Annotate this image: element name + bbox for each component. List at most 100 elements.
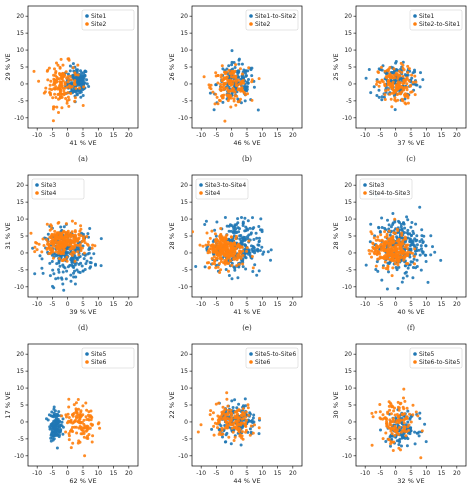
scatter-point bbox=[232, 439, 236, 442]
scatter-point bbox=[406, 77, 409, 81]
scatter-point bbox=[228, 422, 232, 425]
scatter-point bbox=[244, 225, 248, 229]
scatter-point bbox=[236, 217, 240, 221]
scatter-point bbox=[55, 414, 59, 418]
y-tick-label: -10 bbox=[342, 284, 352, 291]
y-tick-label: -5 bbox=[346, 267, 352, 274]
scatter-point bbox=[370, 232, 374, 236]
scatter-point bbox=[58, 264, 62, 268]
scatter-point bbox=[218, 418, 222, 422]
scatter-point bbox=[230, 263, 234, 267]
scatter-point bbox=[403, 92, 407, 96]
scatter-point bbox=[380, 68, 384, 72]
scatter-point bbox=[73, 425, 77, 429]
scatter-point bbox=[224, 241, 228, 245]
scatter-point bbox=[408, 412, 412, 416]
scatter-point bbox=[67, 104, 71, 108]
scatter-point bbox=[237, 262, 241, 266]
scatter-point bbox=[203, 265, 207, 269]
scatter-point bbox=[211, 240, 215, 243]
scatter-point bbox=[231, 86, 235, 90]
scatter-point bbox=[61, 235, 65, 239]
scatter-point bbox=[62, 257, 66, 261]
scatter-point bbox=[234, 237, 238, 241]
scatter-point bbox=[54, 425, 58, 429]
scatter-point bbox=[245, 249, 249, 253]
scatter-point bbox=[239, 250, 243, 254]
scatter-point bbox=[415, 243, 419, 247]
scatter-point bbox=[61, 79, 65, 83]
scatter-point bbox=[83, 241, 87, 245]
x-axis-label: 44 % VE bbox=[233, 477, 260, 485]
scatter-point bbox=[390, 405, 394, 409]
scatter-point bbox=[226, 408, 230, 412]
scatter-point bbox=[410, 73, 414, 77]
scatter-point bbox=[230, 417, 234, 420]
scatter-point bbox=[402, 221, 406, 225]
legend-label: Site3-to-Site4 bbox=[205, 182, 246, 189]
scatter-point bbox=[67, 58, 71, 62]
scatter-point bbox=[389, 82, 393, 86]
scatter-point bbox=[71, 441, 75, 445]
scatter-point bbox=[231, 89, 235, 93]
scatter-point bbox=[399, 91, 403, 95]
scatter-point bbox=[226, 404, 230, 408]
scatter-point bbox=[49, 439, 53, 443]
y-tick-label: 10 bbox=[344, 47, 352, 54]
x-tick-label: -10 bbox=[360, 470, 370, 477]
scatter-point bbox=[386, 88, 390, 92]
scatter-point bbox=[394, 416, 398, 420]
scatter-point bbox=[221, 67, 225, 71]
scatter-point bbox=[226, 99, 230, 103]
scatter-point bbox=[237, 62, 241, 66]
scatter-point bbox=[60, 77, 64, 80]
scatter-point bbox=[76, 63, 80, 67]
x-tick-label: 5 bbox=[245, 132, 249, 139]
scatter-point bbox=[245, 80, 249, 84]
scatter-point bbox=[77, 253, 81, 257]
scatter-point bbox=[46, 68, 50, 72]
scatter-point bbox=[256, 108, 260, 112]
y-tick-label: 10 bbox=[344, 385, 352, 392]
y-tick-label: 10 bbox=[16, 385, 24, 392]
scatter-point bbox=[385, 421, 389, 425]
scatter-point bbox=[397, 69, 401, 73]
scatter-point bbox=[424, 440, 428, 444]
scatter-point bbox=[216, 426, 219, 430]
scatter-point bbox=[238, 237, 242, 241]
scatter-point bbox=[398, 402, 402, 406]
scatter-point bbox=[74, 73, 78, 77]
scatter-point bbox=[210, 229, 214, 233]
scatter-point bbox=[397, 418, 401, 422]
scatter-point bbox=[206, 251, 210, 255]
scatter-point bbox=[405, 444, 409, 448]
scatter-point bbox=[80, 71, 84, 75]
scatter-point bbox=[225, 431, 229, 435]
scatter-point bbox=[69, 252, 73, 256]
scatter-point bbox=[57, 97, 60, 101]
y-axis-label: 30 % VE bbox=[332, 391, 340, 418]
scatter-point bbox=[240, 62, 244, 66]
scatter-point bbox=[78, 271, 82, 274]
scatter-point bbox=[62, 265, 66, 269]
scatter-point bbox=[233, 410, 237, 414]
scatter-point bbox=[388, 66, 392, 69]
scatter-point bbox=[249, 231, 253, 235]
scatter-point bbox=[370, 255, 373, 259]
scatter-point bbox=[403, 94, 407, 98]
scatter-point bbox=[222, 236, 226, 240]
scatter-point bbox=[383, 93, 387, 97]
x-tick-label: 5 bbox=[245, 301, 249, 308]
scatter-point bbox=[390, 251, 394, 254]
x-tick-label: 20 bbox=[289, 470, 297, 477]
scatter-point bbox=[80, 432, 84, 436]
scatter-point bbox=[411, 266, 415, 269]
y-tick-label: 0 bbox=[184, 250, 188, 257]
scatter-point bbox=[247, 249, 251, 253]
scatter-point bbox=[240, 434, 244, 438]
scatter-point bbox=[398, 81, 402, 84]
scatter-point bbox=[383, 98, 387, 101]
x-axis-label: 62 % VE bbox=[69, 477, 96, 485]
scatter-point bbox=[244, 229, 248, 233]
scatter-point bbox=[409, 84, 412, 88]
